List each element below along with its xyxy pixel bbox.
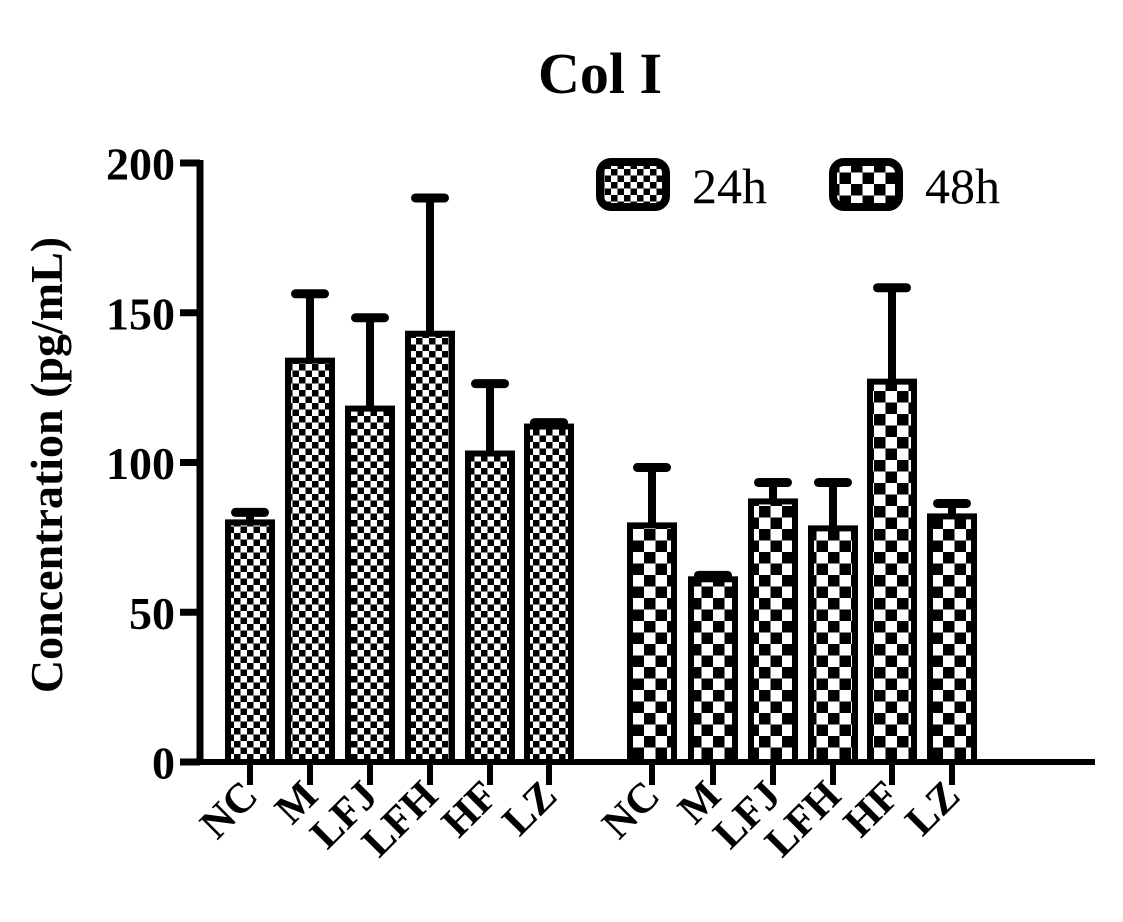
x-tick-label: LZ: [897, 773, 969, 845]
bar-24h-LZ: [524, 423, 574, 765]
x-tick-label: NC: [192, 773, 267, 848]
x-tick-label: NC: [594, 773, 669, 848]
y-axis-ticks: 0 50 100 150 200: [106, 139, 200, 789]
bars: [225, 330, 977, 766]
bar-24h-LFH: [405, 330, 455, 765]
legend-label-48h: 48h: [925, 158, 1000, 214]
legend-swatch-48h: [829, 158, 903, 211]
y-tick-label: 100: [106, 438, 175, 489]
bar-24h-M: [285, 357, 335, 765]
y-axis-label: Concentration (pg/mL): [21, 237, 72, 693]
legend-label-24h: 24h: [692, 158, 767, 214]
bar-24h-HF: [465, 450, 515, 765]
x-axis-ticks: [247, 765, 955, 785]
x-tick-label: HF: [835, 773, 909, 847]
error-bars: [231, 193, 971, 580]
legend: 24h 48h: [596, 158, 1000, 214]
y-tick-label: 200: [106, 139, 175, 190]
bar-48h-HF: [867, 378, 917, 765]
bar-24h-LFJ: [345, 405, 395, 765]
bar-24h-NC: [225, 519, 275, 766]
chart-title: Col I: [538, 41, 662, 106]
y-tick-label: 50: [129, 588, 175, 639]
bar-48h-LFJ: [748, 498, 798, 765]
x-tick-label: LZ: [494, 773, 566, 845]
legend-swatch-24h: [596, 158, 670, 211]
bar-48h-M: [688, 576, 738, 765]
bar-48h-LZ: [927, 513, 977, 765]
y-tick-label: 150: [106, 288, 175, 339]
bar-48h-NC: [627, 522, 677, 766]
y-tick-label: 0: [152, 738, 175, 789]
bar-48h-LFH: [808, 525, 858, 766]
